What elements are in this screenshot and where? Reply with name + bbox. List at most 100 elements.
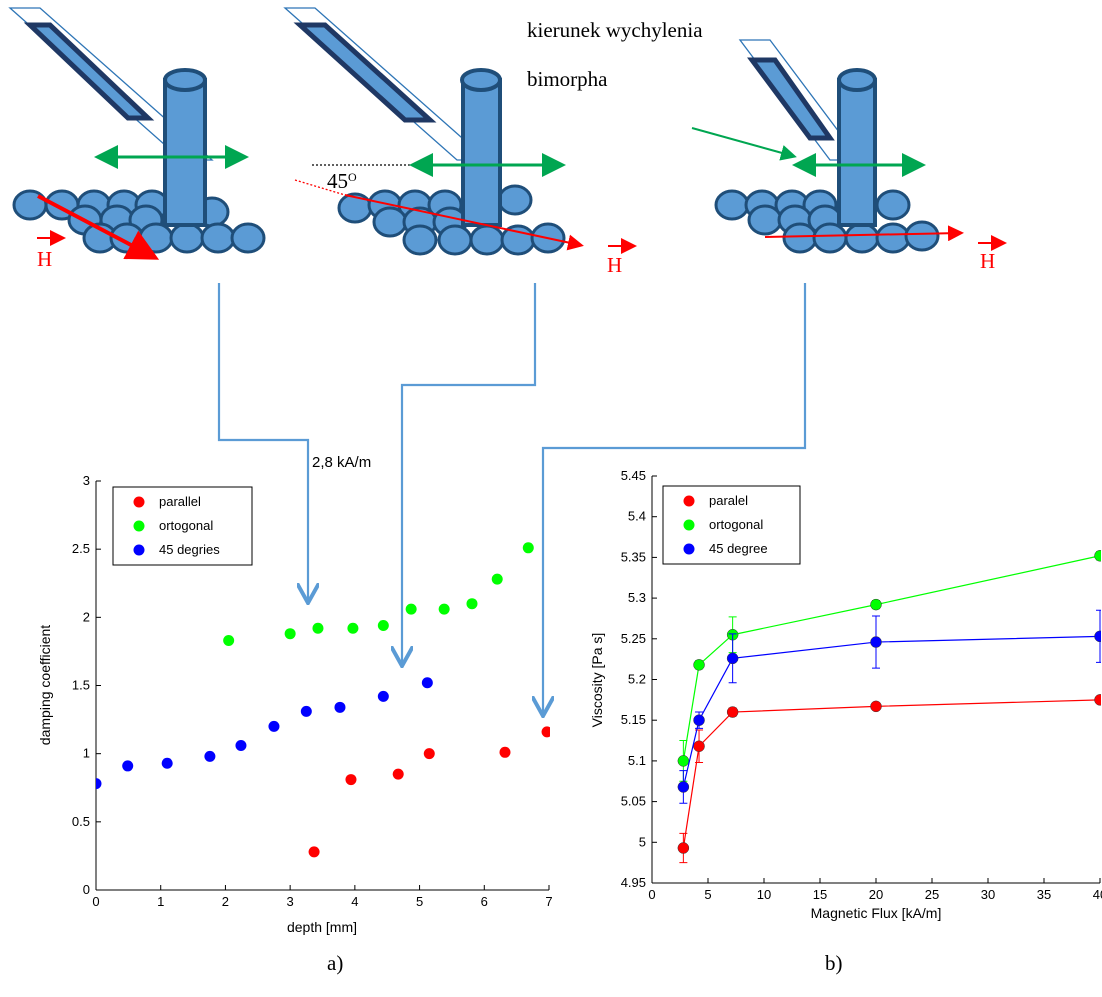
point	[1095, 631, 1102, 642]
y-tick-label: 5.25	[621, 631, 646, 646]
x-tick-label: 7	[545, 894, 552, 909]
x-axis-label: Magnetic Flux [kA/m]	[811, 905, 942, 921]
point	[406, 604, 417, 615]
point	[871, 701, 882, 712]
y-tick-label: 3	[83, 473, 90, 488]
point	[424, 748, 435, 759]
legend-marker	[134, 521, 145, 532]
point	[235, 740, 246, 751]
point	[301, 706, 312, 717]
point	[694, 659, 705, 670]
x-tick-label: 2	[222, 894, 229, 909]
legend-label: ortogonal	[709, 517, 763, 532]
chart: 05101520253035404.9555.055.15.155.25.255…	[589, 468, 1102, 921]
chart: 0 1 2 3 4 5 6 7 0 0.5 1 1.5 2 2.5 3 depth [mm] damping c…	[37, 473, 553, 935]
x-tick-label: 35	[1037, 887, 1051, 902]
point	[1095, 694, 1102, 705]
legend-label: paralel	[709, 493, 748, 508]
point	[334, 702, 345, 713]
point	[223, 635, 234, 646]
y-tick-label: 2	[83, 609, 90, 624]
point	[678, 842, 689, 853]
point	[523, 542, 534, 553]
y-tick-label: 1.5	[72, 678, 90, 693]
legend-marker	[684, 496, 695, 507]
point	[378, 691, 389, 702]
connector	[402, 283, 535, 666]
legend-marker	[684, 544, 695, 555]
angle-value: 45	[327, 169, 348, 193]
direction-label: kierunek wychylenia	[527, 18, 703, 42]
angle-label: 45O	[327, 169, 357, 193]
legend-marker	[134, 545, 145, 556]
point	[678, 755, 689, 766]
y-tick-label: 5.2	[628, 672, 646, 687]
x-tick-label: 6	[481, 894, 488, 909]
y-axis-label: damping coefficient	[37, 625, 53, 745]
y-tick-label: 2.5	[72, 541, 90, 556]
point	[285, 628, 296, 639]
field-label: H	[607, 253, 622, 277]
y-tick-label: 5.35	[621, 549, 646, 564]
y-tick-label: 1	[83, 746, 90, 761]
point	[91, 778, 102, 789]
point	[871, 637, 882, 648]
y-tick-label: 5.05	[621, 794, 646, 809]
point	[727, 707, 738, 718]
diagram-panel: H	[692, 40, 1003, 273]
point	[309, 846, 320, 857]
x-tick-label: 5	[416, 894, 423, 909]
diagram-panel: 45O H kierunek wychylenia bimorpha	[285, 8, 703, 277]
x-tick-label: 40	[1093, 887, 1102, 902]
point	[122, 760, 133, 771]
y-tick-label: 5.1	[628, 753, 646, 768]
legend: parallel ortogonal 45 degries	[113, 487, 252, 565]
y-tick-label: 5	[639, 834, 646, 849]
figure: H 45O H kierunek wychylenia bimorpha H 2	[0, 0, 1102, 997]
x-tick-label: 3	[287, 894, 294, 909]
y-tick-label: 0.5	[72, 814, 90, 829]
plot-area	[91, 542, 553, 857]
x-tick-label: 0	[92, 894, 99, 909]
point	[268, 721, 279, 732]
direction-label: bimorpha	[527, 67, 608, 91]
x-tick-label: 0	[648, 887, 655, 902]
x-tick-label: 5	[704, 887, 711, 902]
legend-label: parallel	[159, 494, 201, 509]
legend-label: 45 degree	[709, 541, 768, 556]
x-tick-label: 30	[981, 887, 995, 902]
field-label: H	[37, 247, 52, 271]
legend: paralel ortogonal 45 degree	[663, 486, 800, 564]
x-tick-label: 15	[813, 887, 827, 902]
y-tick-label: 5.4	[628, 509, 646, 524]
point	[871, 599, 882, 610]
x-tick-label: 20	[869, 887, 883, 902]
point	[492, 574, 503, 585]
series-line	[683, 556, 1100, 761]
y-tick-label: 5.45	[621, 468, 646, 483]
point	[393, 769, 404, 780]
point	[1095, 550, 1102, 561]
plot-area	[678, 550, 1102, 862]
y-tick-label: 0	[83, 882, 90, 897]
legend-label: ortogonal	[159, 518, 213, 533]
caption: a)	[327, 951, 343, 975]
y-axis-label: Viscosity [Pa s]	[589, 633, 605, 728]
x-tick-label: 10	[757, 887, 771, 902]
point	[727, 653, 738, 664]
point	[466, 598, 477, 609]
point	[162, 758, 173, 769]
legend-label: 45 degries	[159, 542, 220, 557]
point	[542, 726, 553, 737]
x-tick-label: 25	[925, 887, 939, 902]
point	[347, 623, 358, 634]
point	[422, 677, 433, 688]
x-tick-label: 1	[157, 894, 164, 909]
point	[378, 620, 389, 631]
x-axis-label: depth [mm]	[287, 919, 357, 935]
point	[678, 781, 689, 792]
x-tick-label: 4	[351, 894, 358, 909]
diagram-panel: H	[10, 8, 264, 271]
field-label: H	[980, 249, 995, 273]
point	[345, 774, 356, 785]
